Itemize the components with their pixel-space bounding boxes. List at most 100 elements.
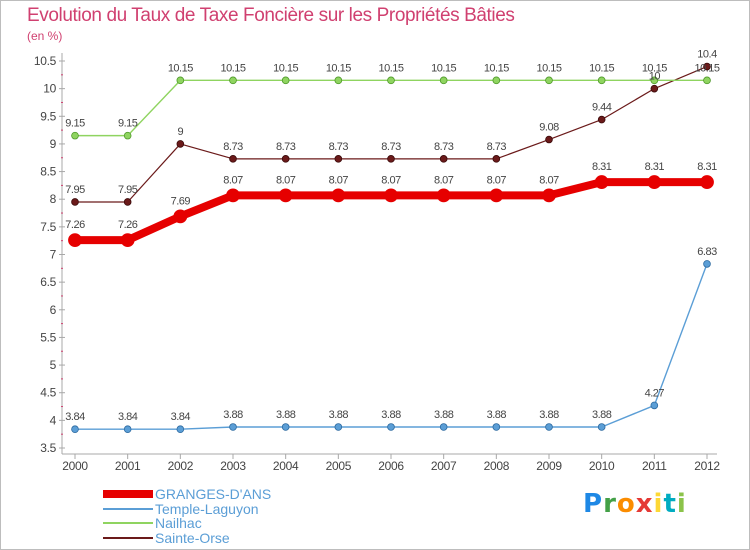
data-label-temple-laguyon: 3.84 bbox=[65, 411, 85, 423]
data-label-temple-laguyon: 3.88 bbox=[487, 409, 507, 421]
data-point-nailhac bbox=[650, 76, 659, 85]
legend-label-temple-laguyon: Temple-Laguyon bbox=[155, 500, 259, 517]
data-point-temple-laguyon bbox=[545, 423, 553, 431]
data-point-sainte-orse bbox=[439, 155, 448, 163]
data-point-granges-d-ans bbox=[384, 188, 398, 203]
data-point-sainte-orse bbox=[334, 155, 343, 163]
y-tick-label: 5.5 bbox=[40, 330, 56, 344]
data-label-granges-d-ans: 7.26 bbox=[118, 219, 138, 231]
data-label-sainte-orse: 8.73 bbox=[434, 141, 454, 153]
data-point-nailhac bbox=[387, 76, 395, 85]
logo-letter: i bbox=[676, 489, 687, 519]
y-tick-label: 10 bbox=[43, 82, 56, 96]
data-point-granges-d-ans bbox=[68, 233, 82, 248]
x-tick-label: 2000 bbox=[62, 459, 88, 473]
x-tick-label: 2009 bbox=[536, 459, 562, 473]
x-tick-label: 2008 bbox=[484, 459, 510, 473]
x-tick-label: 2006 bbox=[378, 459, 404, 473]
data-label-sainte-orse: 9 bbox=[178, 126, 184, 138]
y-tick-label: 9 bbox=[50, 137, 57, 151]
data-point-nailhac bbox=[703, 76, 711, 85]
data-label-granges-d-ans: 8.07 bbox=[381, 174, 401, 186]
y-axis-unit: (en %) bbox=[27, 29, 63, 43]
series-line-temple-laguyon bbox=[75, 263, 708, 430]
data-point-sainte-orse bbox=[492, 155, 501, 163]
x-tick-label: 2004 bbox=[273, 459, 299, 473]
data-point-nailhac bbox=[492, 76, 501, 85]
data-point-temple-laguyon bbox=[703, 260, 711, 268]
data-label-sainte-orse: 8.73 bbox=[381, 141, 401, 153]
data-label-granges-d-ans: 8.07 bbox=[276, 174, 296, 186]
data-label-temple-laguyon: 3.88 bbox=[434, 409, 454, 421]
data-point-temple-laguyon bbox=[281, 423, 290, 431]
data-point-nailhac bbox=[71, 131, 79, 140]
data-labels: 3.84 3.84 3.84 3.88 3.88 3.88 3.88 3.88 3.88 3.88… bbox=[65, 49, 720, 424]
data-point-temple-laguyon bbox=[387, 423, 395, 431]
data-point-granges-d-ans bbox=[226, 188, 240, 203]
y-tick-label: 6.5 bbox=[40, 275, 56, 289]
data-point-temple-laguyon bbox=[71, 425, 79, 434]
legend-swatch-nailhac bbox=[103, 522, 153, 524]
data-point-granges-d-ans bbox=[489, 188, 504, 203]
data-point-temple-laguyon bbox=[229, 423, 237, 431]
data-label-nailhac: 10.15 bbox=[484, 62, 509, 74]
data-label-granges-d-ans: 7.26 bbox=[65, 219, 85, 231]
axes: 3.5 4 4.5 5 5.5 6 6.5 7 7.5 8 8.5 9 9.5 10 10.5 2000 200… bbox=[34, 53, 721, 473]
data-label-granges-d-ans: 8.07 bbox=[223, 174, 243, 186]
data-label-sainte-orse: 10.4 bbox=[697, 49, 717, 61]
data-point-granges-d-ans bbox=[120, 233, 135, 248]
data-point-granges-d-ans bbox=[331, 188, 346, 203]
data-label-sainte-orse: 7.95 bbox=[65, 184, 85, 196]
data-label-nailhac: 10.15 bbox=[431, 62, 456, 74]
data-label-granges-d-ans: 8.31 bbox=[697, 161, 717, 173]
y-tick-label: 4.5 bbox=[40, 386, 56, 400]
legend-label-granges-dans: GRANGES-D'ANS bbox=[155, 486, 272, 502]
data-label-granges-d-ans: 8.31 bbox=[645, 161, 665, 173]
data-label-temple-laguyon: 6.83 bbox=[697, 246, 717, 258]
x-tick-label: 2007 bbox=[431, 459, 457, 473]
data-label-sainte-orse: 9.08 bbox=[539, 122, 559, 134]
y-tick-label: 4 bbox=[50, 413, 57, 427]
data-label-temple-laguyon: 3.88 bbox=[592, 409, 612, 421]
logo-letter: o bbox=[616, 489, 636, 519]
data-point-sainte-orse bbox=[176, 140, 185, 148]
x-tick-label: 2010 bbox=[589, 459, 615, 473]
data-point-sainte-orse bbox=[281, 155, 290, 163]
logo-letter: t bbox=[663, 489, 677, 519]
data-label-temple-laguyon: 3.88 bbox=[276, 409, 296, 421]
data-point-sainte-orse bbox=[703, 62, 711, 71]
data-label-temple-laguyon: 3.84 bbox=[171, 411, 191, 423]
data-point-nailhac bbox=[545, 76, 553, 85]
data-point-granges-d-ans bbox=[542, 188, 556, 203]
y-tick-label: 8 bbox=[50, 192, 57, 206]
data-point-temple-laguyon bbox=[492, 423, 501, 431]
data-label-granges-d-ans: 7.69 bbox=[171, 195, 191, 207]
data-point-granges-d-ans bbox=[594, 175, 609, 189]
data-label-nailhac: 9.15 bbox=[65, 118, 85, 130]
legend-swatch-granges-dans bbox=[103, 490, 153, 498]
logo-letter: r bbox=[603, 489, 617, 519]
x-tick-label: 2012 bbox=[694, 459, 720, 473]
data-point-granges-d-ans bbox=[278, 188, 293, 203]
data-label-temple-laguyon: 4.27 bbox=[645, 387, 665, 399]
logo-letter: i bbox=[653, 489, 664, 519]
y-tick-label: 7.5 bbox=[40, 220, 56, 234]
data-point-granges-d-ans bbox=[436, 188, 451, 203]
proxiti-logo: Proxiti bbox=[583, 489, 687, 519]
legend-label-nailhac: Nailhac bbox=[155, 515, 202, 531]
data-label-sainte-orse: 8.73 bbox=[223, 141, 243, 153]
data-point-nailhac bbox=[229, 76, 237, 85]
data-point-nailhac bbox=[439, 76, 448, 85]
y-tick-label: 5 bbox=[50, 358, 57, 372]
logo-letter: x bbox=[635, 489, 654, 519]
legend-swatch-sainte-orse bbox=[103, 536, 153, 539]
data-point-nailhac bbox=[334, 76, 343, 85]
data-label-sainte-orse: 7.95 bbox=[118, 184, 138, 196]
data-point-temple-laguyon bbox=[176, 425, 185, 434]
data-point-sainte-orse bbox=[387, 155, 395, 163]
data-label-temple-laguyon: 3.88 bbox=[329, 409, 349, 421]
y-tick-label: 7 bbox=[50, 248, 57, 262]
data-label-granges-d-ans: 8.07 bbox=[487, 174, 507, 186]
